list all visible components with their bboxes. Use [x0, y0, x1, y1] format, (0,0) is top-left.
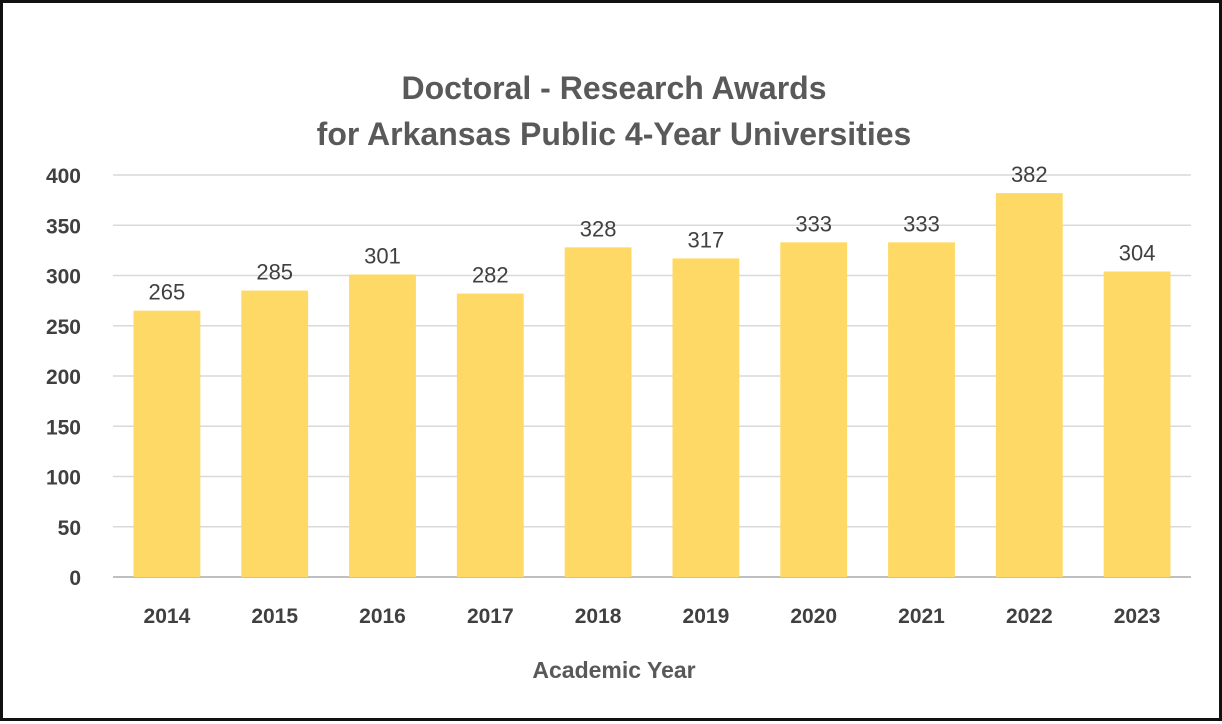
- y-tick-label: 0: [69, 567, 81, 590]
- y-tick-label: 400: [46, 165, 81, 188]
- bar-2015: [241, 290, 309, 577]
- y-tick-label: 50: [58, 517, 81, 540]
- data-label-2021: 333: [903, 211, 940, 236]
- x-tick-label-2020: 2020: [790, 605, 837, 628]
- bar-2017: [456, 293, 524, 577]
- x-tick-label-2022: 2022: [1006, 605, 1053, 628]
- chart-title-line-2: for Arkansas Public 4-Year Universities: [317, 116, 912, 152]
- y-tick-label: 250: [46, 316, 81, 339]
- x-tick-label-2023: 2023: [1114, 605, 1161, 628]
- bar-2018: [564, 247, 632, 578]
- data-label-2015: 285: [256, 260, 293, 285]
- data-label-2017: 282: [472, 263, 509, 288]
- bar-2020: [780, 242, 848, 577]
- x-tick-label-2019: 2019: [683, 605, 730, 628]
- bars: [133, 193, 1171, 578]
- y-tick-label: 100: [46, 467, 81, 490]
- y-tick-label: 150: [46, 416, 81, 439]
- data-label-2022: 382: [1011, 162, 1048, 187]
- x-axis-title: Academic Year: [532, 657, 695, 683]
- y-tick-label: 350: [46, 215, 81, 238]
- x-tick-label-2016: 2016: [359, 605, 406, 628]
- y-tick-label: 200: [46, 366, 81, 389]
- bar-2016: [349, 274, 416, 577]
- bar-2014: [133, 310, 201, 577]
- bar-2021: [888, 242, 955, 577]
- x-axis-ticks: 2014 2015 2016 2017 2018 2019 2020 2021 2022 2023: [144, 605, 1161, 628]
- x-tick-label-2018: 2018: [575, 605, 622, 628]
- x-tick-label-2015: 2015: [251, 605, 298, 628]
- chart-title-line-1: Doctoral - Research Awards: [401, 70, 826, 106]
- x-tick-label-2017: 2017: [467, 605, 514, 628]
- data-label-2023: 304: [1119, 240, 1156, 265]
- data-label-2016: 301: [364, 243, 401, 268]
- data-label-2020: 333: [795, 211, 832, 236]
- bar-2019: [672, 258, 740, 577]
- bar-2023: [1103, 271, 1171, 577]
- bar-chart: Doctoral - Research Awards for Arkansas …: [46, 70, 1191, 683]
- data-labels: 265 285 301 282 328 317 333 333 382 304: [149, 162, 1156, 305]
- x-tick-label-2014: 2014: [144, 605, 191, 628]
- data-label-2014: 265: [149, 280, 186, 305]
- x-tick-label-2021: 2021: [898, 605, 945, 628]
- y-tick-label: 300: [46, 266, 81, 289]
- data-label-2019: 317: [688, 227, 725, 252]
- y-axis-ticks: 0 50 100 150 200 250 300 350 400: [46, 165, 81, 590]
- bar-2022: [995, 193, 1063, 577]
- data-label-2018: 328: [580, 216, 617, 241]
